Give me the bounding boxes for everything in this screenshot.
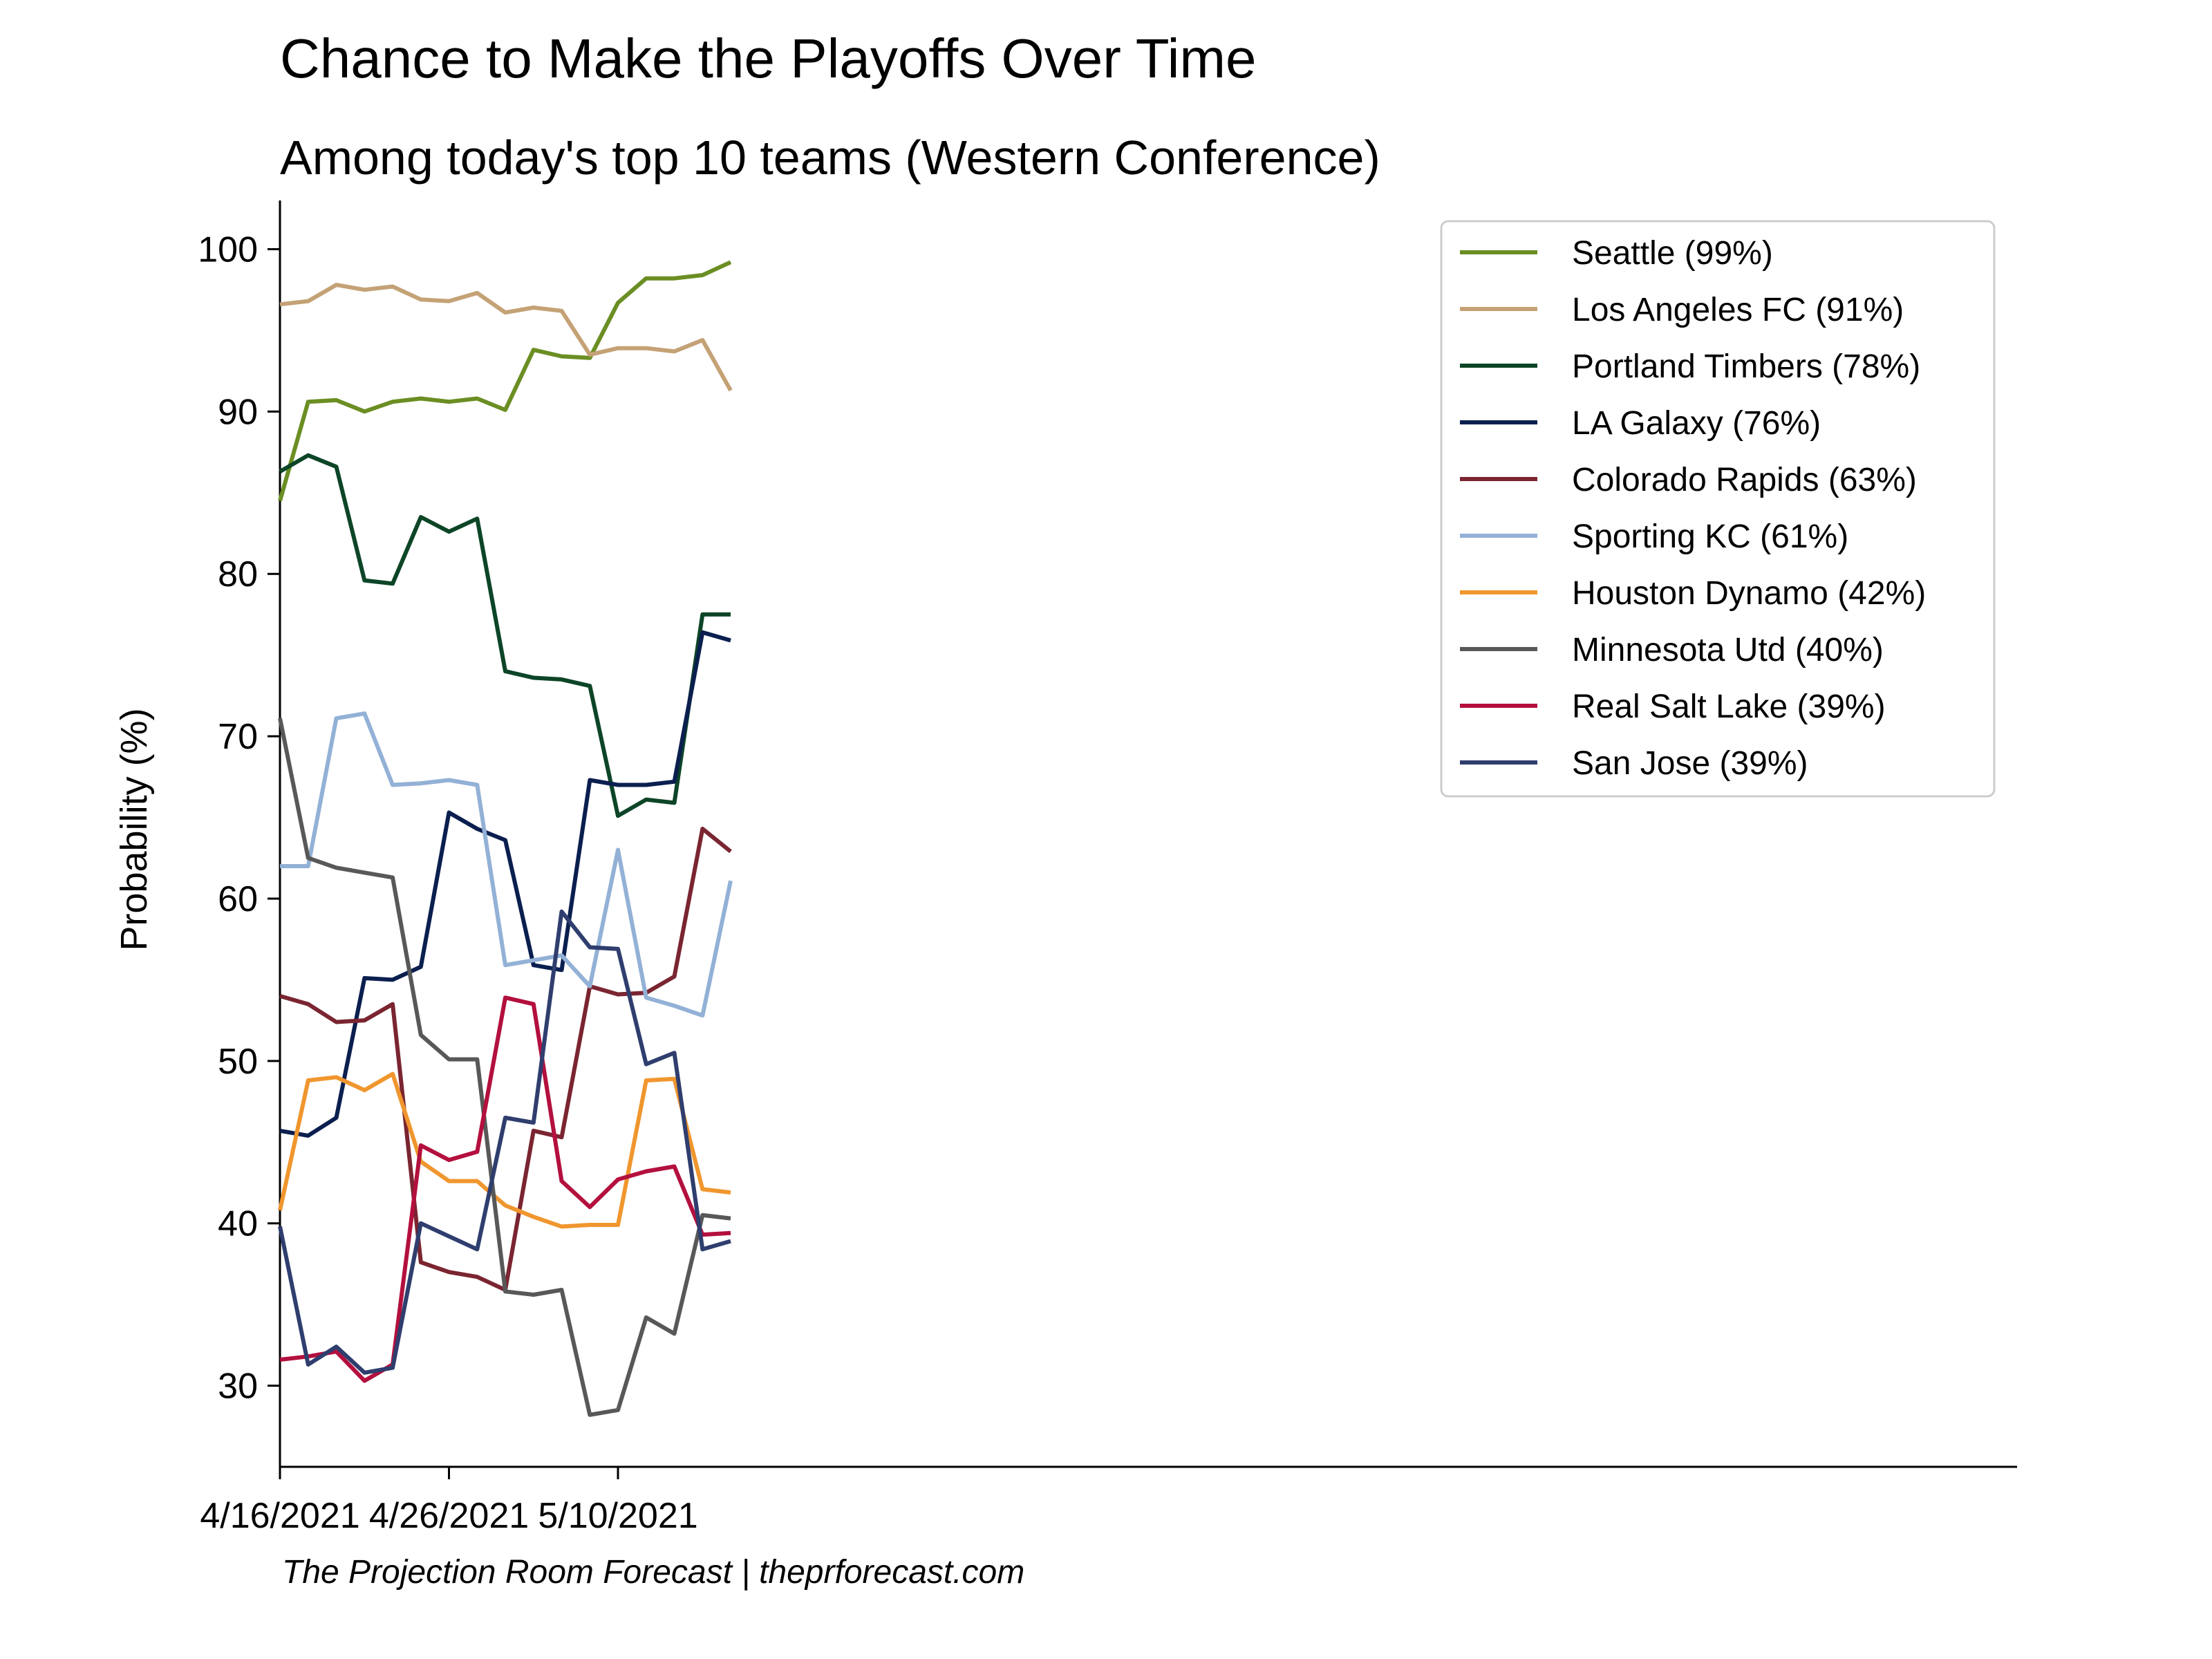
series-line-6	[278, 1071, 731, 1229]
y-tick-label: 30	[218, 1367, 258, 1407]
y-tick-label: 60	[218, 879, 258, 919]
y-axis-label: Probability (%)	[113, 708, 155, 950]
series-line-3	[279, 630, 731, 1138]
y-ticks: 30 40 50 60 70 80 90 100	[198, 229, 280, 1407]
x-tick-label: 4/26/2021	[369, 1496, 529, 1536]
legend-label: Real Salt Lake (39%)	[1572, 688, 1886, 725]
series-line-2	[279, 453, 731, 818]
x-tick-label: 4/16/2021	[200, 1496, 359, 1536]
series-line-1	[279, 283, 733, 392]
legend-label: Seattle (99%)	[1572, 235, 1773, 272]
y-tick-label: 100	[198, 229, 258, 270]
y-tick-label: 40	[218, 1204, 258, 1244]
legend-label: Colorado Rapids (63%)	[1572, 462, 1917, 498]
legend-label: Houston Dynamo (42%)	[1572, 575, 1926, 612]
legend-label: LA Galaxy (76%)	[1572, 405, 1821, 442]
series-line-8	[279, 995, 731, 1383]
series-line-5	[280, 711, 733, 1018]
legend-label: San Jose (39%)	[1572, 745, 1808, 782]
legend-label: Sporting KC (61%)	[1572, 518, 1848, 555]
y-tick-label: 90	[218, 392, 258, 432]
x-tick-label: 5/10/2021	[538, 1496, 697, 1536]
chart-subtitle: Among today's top 10 teams (Western Conf…	[280, 131, 1380, 185]
series-line-9	[278, 909, 731, 1375]
series-lines	[278, 260, 733, 1417]
y-tick-label: 70	[218, 717, 258, 757]
legend-label: Los Angeles FC (91%)	[1572, 292, 1904, 328]
x-ticks: 4/16/2021 4/26/2021 5/10/2021	[200, 1467, 698, 1536]
y-tick-label: 80	[218, 554, 258, 594]
legend-label: Minnesota Utd (40%)	[1572, 632, 1884, 668]
series-line-0	[278, 260, 732, 502]
legend: Seattle (99%) Los Angeles FC (91%) Portlan…	[1440, 220, 1996, 798]
chart-title: Chance to Make the Playoffs Over Time	[280, 28, 1257, 89]
series-line-7	[278, 718, 731, 1417]
legend-label: Portland Timbers (78%)	[1572, 348, 1920, 385]
legend-frame	[1440, 220, 1996, 798]
footer-credit: The Projection Room Forecast | theprfore…	[282, 1554, 1024, 1591]
y-tick-label: 50	[218, 1042, 258, 1082]
